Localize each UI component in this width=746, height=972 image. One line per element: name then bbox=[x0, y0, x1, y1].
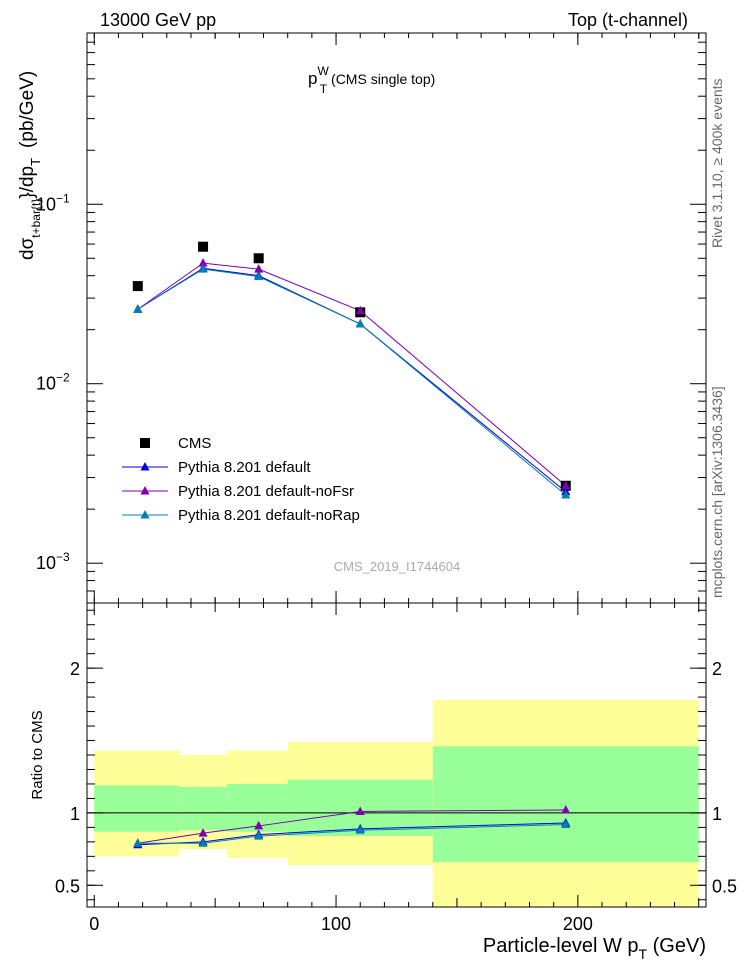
data-point-pythia-8-201-default-nofsr bbox=[561, 480, 571, 490]
ratio-series-lines bbox=[133, 805, 571, 849]
y-tick-label: 10−3 bbox=[36, 550, 70, 573]
data-point-pythia-8-201-default-norap bbox=[355, 319, 365, 328]
data-point-cms bbox=[198, 241, 209, 252]
x-tick-label: 200 bbox=[563, 914, 593, 934]
ratio-point-pythia-8-201-default-norap bbox=[561, 819, 571, 828]
ratio-point-pythia-8-201-default-norap bbox=[198, 838, 208, 847]
data-point-pythia-8-201-default-norap bbox=[561, 489, 571, 499]
y-tick-label: 10−1 bbox=[36, 191, 70, 214]
ratio-point-pythia-8-201-default-norap bbox=[133, 838, 143, 847]
main-axes: 10−1 10−2 10−3 bbox=[36, 32, 707, 604]
legend-label: Pythia 8.201 default bbox=[178, 459, 311, 476]
legend-marker bbox=[140, 438, 150, 448]
main-series-markers bbox=[132, 241, 571, 499]
ratio-point-pythia-8-201-default-norap bbox=[355, 825, 365, 834]
ratio-tick-label: 2 bbox=[70, 659, 80, 679]
data-point-cms bbox=[132, 281, 143, 292]
header-right: Top (t-channel) bbox=[568, 10, 688, 30]
ratio-tick-label-right: 0.5 bbox=[712, 876, 737, 896]
data-point-pythia-8-201-default-norap bbox=[198, 264, 208, 273]
data-point-pythia-8-201-default-nofsr bbox=[355, 305, 365, 315]
ratio-tick-label: 0.5 bbox=[55, 876, 80, 896]
legend: CMS Pythia 8.201 default Pythia 8.201 defa… bbox=[122, 435, 360, 524]
x-tick-label: 100 bbox=[321, 914, 351, 934]
data-point-pythia-8-201-default-nofsr bbox=[198, 258, 208, 267]
header-left: 13000 GeV pp bbox=[100, 10, 216, 30]
ratio-tick-label: 1 bbox=[70, 804, 80, 824]
y-tick-label: 10−2 bbox=[36, 371, 70, 394]
main-ylabel: dσt+bar{t}}/dpT(pb/GeV) bbox=[17, 71, 43, 260]
ratio-tick-label-right: 1 bbox=[712, 804, 722, 824]
rivet-label: Rivet 3.1.10, ≥ 400k events bbox=[709, 78, 725, 248]
ratio-point-pythia-8-201-default-nofsr bbox=[355, 806, 365, 815]
ratio-point-pythia-8-201-default-norap bbox=[254, 831, 264, 840]
legend-marker bbox=[140, 462, 150, 471]
ratio-bands bbox=[87, 699, 706, 907]
main-title: pW T (CMS single top) bbox=[308, 64, 435, 96]
x-axis-label: Particle-level W pT (GeV) bbox=[483, 935, 706, 962]
series-line-pythia-8-201-default-nofsr bbox=[137, 262, 567, 487]
legend-label: CMS bbox=[178, 435, 211, 452]
x-tick-label: 0 bbox=[89, 914, 99, 934]
ratio-tick-label-right: 2 bbox=[712, 659, 722, 679]
legend-label: Pythia 8.201 default-noFsr bbox=[178, 483, 354, 500]
data-point-cms bbox=[253, 253, 264, 264]
legend-label: Pythia 8.201 default-noRap bbox=[178, 507, 360, 524]
ratio-point-pythia-8-201-default-nofsr bbox=[254, 820, 264, 830]
analysis-id-label: CMS_2019_I1744604 bbox=[334, 559, 461, 574]
inner-uncertainty-band bbox=[178, 786, 228, 831]
data-point-pythia-8-201-default-norap bbox=[254, 271, 264, 281]
ratio-point-pythia-8-201-default-nofsr bbox=[561, 805, 571, 814]
inner-uncertainty-band bbox=[94, 785, 179, 832]
ratio-ylabel: Ratio to CMS bbox=[29, 710, 46, 799]
mcplots-label: mcplots.cern.ch [arXiv:1306.3436] bbox=[709, 386, 725, 598]
data-point-pythia-8-201-default-norap bbox=[133, 304, 143, 313]
inner-uncertainty-band bbox=[432, 746, 699, 863]
data-point-pythia-8-201-default-nofsr bbox=[254, 264, 264, 273]
legend-marker bbox=[140, 510, 150, 519]
ratio-point-pythia-8-201-default-nofsr bbox=[198, 828, 208, 837]
ratio-axes: 0.5 0.5 1 1 2 2 0 100 200 bbox=[55, 602, 737, 934]
legend-marker bbox=[140, 486, 150, 495]
